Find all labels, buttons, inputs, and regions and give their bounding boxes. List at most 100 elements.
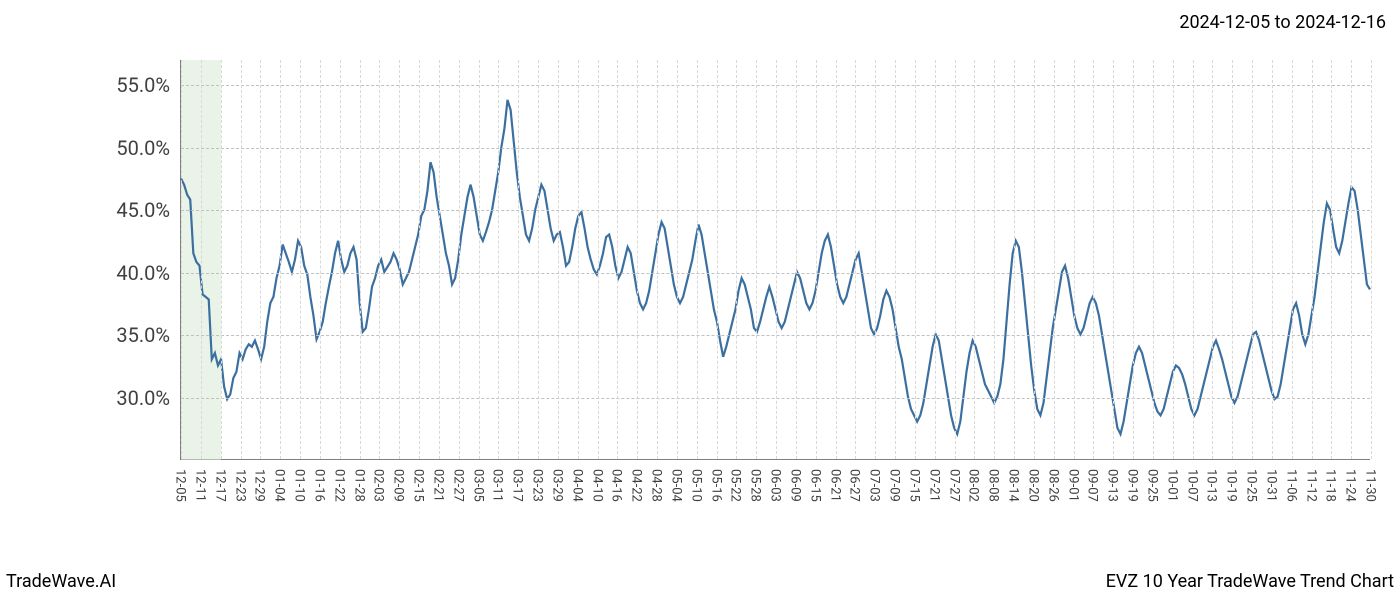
v-gridline (895, 60, 896, 459)
plot-area (180, 60, 1370, 460)
v-gridline (697, 60, 698, 459)
x-tick-label: 02-09 (391, 469, 406, 502)
v-gridline (1331, 60, 1332, 459)
v-gridline (1371, 60, 1372, 459)
v-gridline (1232, 60, 1233, 459)
v-gridline (1312, 60, 1313, 459)
v-gridline (578, 60, 579, 459)
x-tick-label: 04-28 (649, 469, 664, 502)
x-tick-label: 06-03 (768, 469, 783, 502)
x-tick-label: 03-05 (470, 469, 485, 502)
x-tick-label: 07-21 (926, 469, 941, 502)
x-tick-label: 01-22 (331, 469, 346, 502)
v-gridline (637, 60, 638, 459)
x-tick-label: 09-13 (1105, 469, 1120, 502)
x-tick-label: 12-11 (192, 469, 207, 502)
v-gridline (479, 60, 480, 459)
v-gridline (1292, 60, 1293, 459)
x-tick-label: 10-19 (1224, 469, 1239, 502)
v-gridline (796, 60, 797, 459)
v-gridline (439, 60, 440, 459)
v-gridline (1252, 60, 1253, 459)
v-gridline (379, 60, 380, 459)
x-tick-label: 07-15 (906, 469, 921, 502)
x-tick-label: 10-13 (1204, 469, 1219, 502)
x-tick-label: 04-16 (609, 469, 624, 502)
x-tick-label: 10-25 (1244, 469, 1259, 502)
v-gridline (558, 60, 559, 459)
v-gridline (1153, 60, 1154, 459)
v-gridline (399, 60, 400, 459)
date-range-label: 2024-12-05 to 2024-12-16 (1179, 12, 1386, 33)
x-tick-label: 02-15 (411, 469, 426, 502)
v-gridline (617, 60, 618, 459)
chart-container: 30.0%35.0%40.0%45.0%50.0%55.0%12-0512-11… (60, 60, 1370, 490)
v-gridline (855, 60, 856, 459)
v-gridline (538, 60, 539, 459)
v-gridline (1193, 60, 1194, 459)
v-gridline (1014, 60, 1015, 459)
v-gridline (1351, 60, 1352, 459)
v-gridline (816, 60, 817, 459)
x-tick-label: 08-14 (1006, 469, 1021, 502)
v-gridline (1074, 60, 1075, 459)
footer-right-title: EVZ 10 Year TradeWave Trend Chart (1106, 571, 1394, 592)
v-gridline (994, 60, 995, 459)
x-tick-label: 06-15 (807, 469, 822, 502)
v-gridline (598, 60, 599, 459)
x-tick-label: 08-26 (1045, 469, 1060, 502)
v-gridline (776, 60, 777, 459)
v-gridline (1272, 60, 1273, 459)
v-gridline (915, 60, 916, 459)
v-gridline (1173, 60, 1174, 459)
x-tick-label: 07-03 (867, 469, 882, 502)
v-gridline (1113, 60, 1114, 459)
v-gridline (1093, 60, 1094, 459)
v-gridline (360, 60, 361, 459)
x-tick-label: 07-09 (887, 469, 902, 502)
x-tick-label: 02-21 (430, 469, 445, 502)
x-tick-label: 12-17 (212, 469, 227, 502)
x-tick-label: 12-05 (173, 469, 188, 502)
v-gridline (241, 60, 242, 459)
x-tick-label: 03-23 (530, 469, 545, 502)
y-tick-label: 30.0% (70, 386, 170, 410)
x-tick-label: 07-27 (946, 469, 961, 502)
x-tick-label: 09-25 (1144, 469, 1159, 502)
x-tick-label: 05-16 (708, 469, 723, 502)
v-gridline (677, 60, 678, 459)
x-tick-label: 06-09 (787, 469, 802, 502)
x-tick-label: 08-08 (986, 469, 1001, 502)
x-tick-label: 11-24 (1343, 469, 1358, 502)
x-tick-label: 08-20 (1025, 469, 1040, 502)
x-tick-label: 11-30 (1363, 469, 1378, 502)
x-tick-label: 03-11 (490, 469, 505, 502)
y-tick-label: 50.0% (70, 136, 170, 160)
v-gridline (518, 60, 519, 459)
y-tick-label: 55.0% (70, 73, 170, 97)
x-tick-label: 09-07 (1085, 469, 1100, 502)
v-gridline (260, 60, 261, 459)
v-gridline (935, 60, 936, 459)
v-gridline (181, 60, 182, 459)
v-gridline (201, 60, 202, 459)
v-gridline (1034, 60, 1035, 459)
x-tick-label: 04-10 (589, 469, 604, 502)
v-gridline (756, 60, 757, 459)
v-gridline (1054, 60, 1055, 459)
x-tick-label: 08-02 (966, 469, 981, 502)
x-tick-label: 12-23 (232, 469, 247, 502)
x-tick-label: 06-21 (827, 469, 842, 502)
v-gridline (280, 60, 281, 459)
x-tick-label: 11-06 (1283, 469, 1298, 502)
x-tick-label: 10-31 (1263, 469, 1278, 502)
x-tick-label: 11-12 (1303, 469, 1318, 502)
x-tick-label: 01-28 (351, 469, 366, 502)
v-gridline (657, 60, 658, 459)
x-tick-label: 05-22 (728, 469, 743, 502)
x-tick-label: 05-28 (748, 469, 763, 502)
v-gridline (300, 60, 301, 459)
x-tick-label: 01-16 (311, 469, 326, 502)
x-tick-label: 01-10 (292, 469, 307, 502)
v-gridline (955, 60, 956, 459)
